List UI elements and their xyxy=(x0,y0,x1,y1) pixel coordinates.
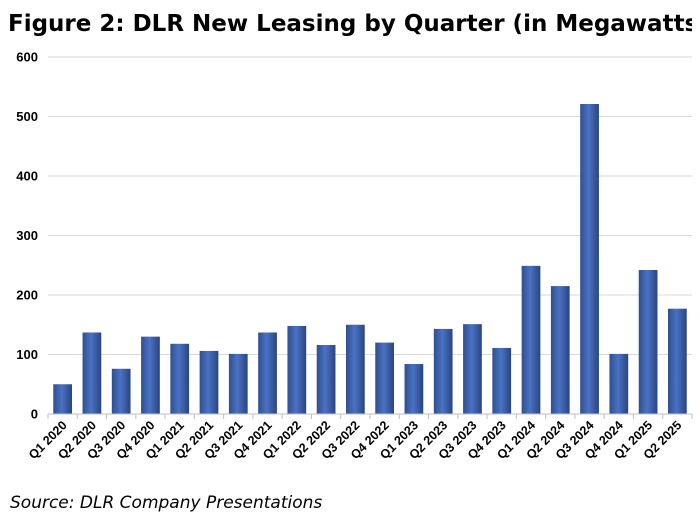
bar xyxy=(141,336,160,414)
bar xyxy=(228,353,248,414)
y-tick-label: 300 xyxy=(16,228,38,243)
y-tick-label: 400 xyxy=(16,169,38,184)
bar xyxy=(82,332,102,414)
bar xyxy=(316,344,336,414)
bar xyxy=(521,265,541,414)
source-note: Source: DLR Company Presentations xyxy=(10,493,323,513)
bar xyxy=(404,364,424,414)
y-tick-label: 500 xyxy=(16,109,38,124)
chart-title: Figure 2: DLR New Leasing by Quarter (in… xyxy=(8,11,692,37)
bar xyxy=(580,104,599,414)
bar xyxy=(433,328,453,414)
bar xyxy=(609,353,629,414)
bar xyxy=(463,324,482,414)
bar xyxy=(111,368,131,414)
bar xyxy=(667,308,687,414)
bar xyxy=(550,286,570,414)
bar xyxy=(375,342,395,414)
bar xyxy=(287,325,307,414)
y-tick-label: 0 xyxy=(31,407,38,422)
bar xyxy=(638,270,658,414)
bar xyxy=(345,324,365,414)
bars xyxy=(53,104,687,414)
bar xyxy=(170,343,190,414)
bar xyxy=(492,347,512,414)
y-tick-label: 200 xyxy=(16,288,38,303)
y-tick-label: 100 xyxy=(16,347,38,362)
bar xyxy=(199,350,219,414)
bar xyxy=(53,384,73,414)
bar xyxy=(258,332,277,414)
y-tick-label: 600 xyxy=(16,50,38,65)
